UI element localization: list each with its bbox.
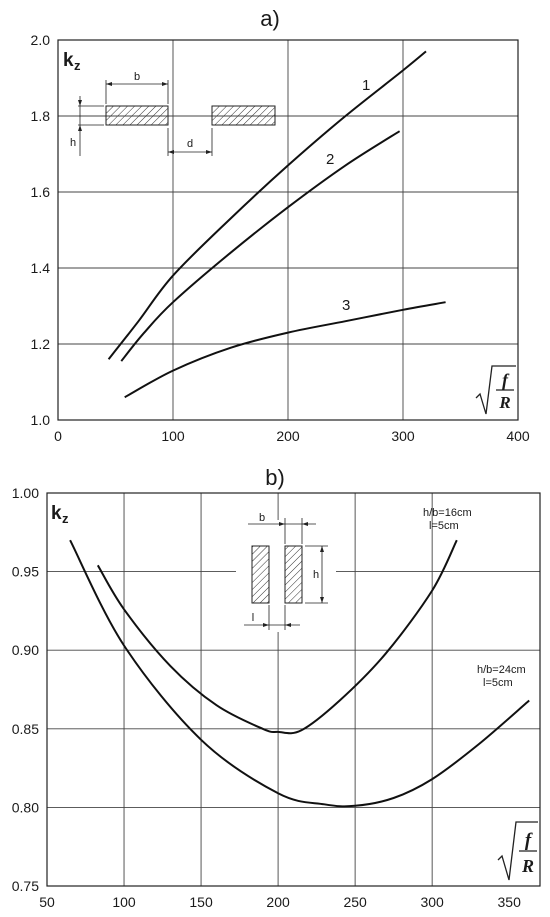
x-tick-label: 200	[276, 428, 300, 444]
y-tick-label: 0.85	[12, 721, 39, 737]
inset-a-d-label: d	[187, 138, 193, 150]
y-tick-label: 1.00	[12, 485, 39, 501]
xlabel-a-den: R	[498, 393, 510, 412]
inset-b-b-label: b	[259, 512, 265, 524]
y-tick-label: 2.0	[31, 32, 51, 48]
inset-b-bar-right	[284, 545, 303, 604]
series-label-2: 2	[326, 151, 334, 168]
y-tick-label: 0.80	[12, 799, 39, 815]
series-line-3	[124, 301, 446, 399]
y-tick-label: 1.8	[31, 108, 51, 124]
xlabel-b: f R	[492, 818, 538, 884]
xlabel-a-num: f	[502, 370, 510, 390]
inset-b-h-label: h	[313, 569, 319, 581]
grid-b	[47, 493, 540, 886]
plot-frame-a	[57, 39, 519, 421]
x-tick-label: 150	[189, 894, 213, 910]
chart-a: a) 0 100 200 300 400 1.0 1.2 1.4 1.6 1.8 2.0 1 2 3 b	[31, 6, 530, 444]
series-label-2-line2: l=5cm	[483, 677, 513, 689]
series-label-1: 1	[362, 77, 370, 94]
series-line-1	[96, 539, 458, 735]
x-tick-label: 100	[161, 428, 185, 444]
x-tick-label: 400	[506, 428, 530, 444]
inset-a: b h d	[70, 71, 276, 156]
inset-a-b-label: b	[134, 71, 140, 83]
series-label-2: h/b=24cm	[477, 664, 526, 676]
y-tick-label: 1.6	[31, 184, 51, 200]
series-label-3: 3	[342, 297, 350, 314]
inset-b: b h l	[236, 512, 336, 632]
chart-b: b) 50 100 150 200 250 300 350 0.75 0.80 0.85 0.90 0…	[12, 465, 541, 910]
xlabel-b-den: R	[521, 856, 534, 876]
inset-b-l-label: l	[252, 612, 254, 624]
y-tick-label: 1.2	[31, 336, 51, 352]
ylabel-a: k	[63, 50, 74, 71]
inset-a-bar-right	[211, 105, 276, 126]
series-a: 1 2 3	[107, 50, 446, 399]
inset-a-bar-left	[105, 105, 169, 126]
x-tick-label: 300	[391, 428, 415, 444]
series-label-1: h/b=16cm	[423, 507, 472, 519]
series-line-2	[69, 539, 530, 808]
ylabel-b: k	[51, 503, 62, 524]
x-tick-label: 50	[39, 894, 55, 910]
x-tick-label: 200	[266, 894, 290, 910]
plot-frame-b	[46, 492, 541, 887]
y-tick-label: 1.4	[31, 260, 51, 276]
y-tick-label: 1.0	[31, 412, 51, 428]
x-tick-label: 350	[498, 894, 522, 910]
ticks-b: 50 100 150 200 250 300 350 0.75 0.80 0.85 0.90 0.95…	[12, 485, 521, 910]
x-tick-label: 100	[112, 894, 136, 910]
x-tick-label: 250	[343, 894, 367, 910]
x-tick-label: 300	[420, 894, 444, 910]
ylabel-b-sub: z	[62, 511, 69, 526]
x-tick-label: 0	[54, 428, 62, 444]
xlabel-a: f R	[470, 360, 516, 418]
ticks-a: 0 100 200 300 400 1.0 1.2 1.4 1.6 1.8 2.0	[31, 32, 530, 444]
panel-label-b: b)	[265, 465, 285, 490]
inset-b-bar-left	[251, 545, 270, 604]
grid-a	[58, 40, 518, 420]
xlabel-b-num: f	[525, 830, 533, 851]
y-tick-label: 0.75	[12, 878, 39, 894]
y-tick-label: 0.95	[12, 564, 39, 580]
series-line-1	[107, 50, 427, 360]
y-tick-label: 0.90	[12, 642, 39, 658]
panel-label-a: a)	[260, 6, 280, 31]
series-label-1-line2: l=5cm	[429, 520, 459, 532]
series-line-2	[120, 130, 401, 362]
inset-a-h-label: h	[70, 137, 76, 149]
ylabel-a-sub: z	[74, 58, 81, 73]
